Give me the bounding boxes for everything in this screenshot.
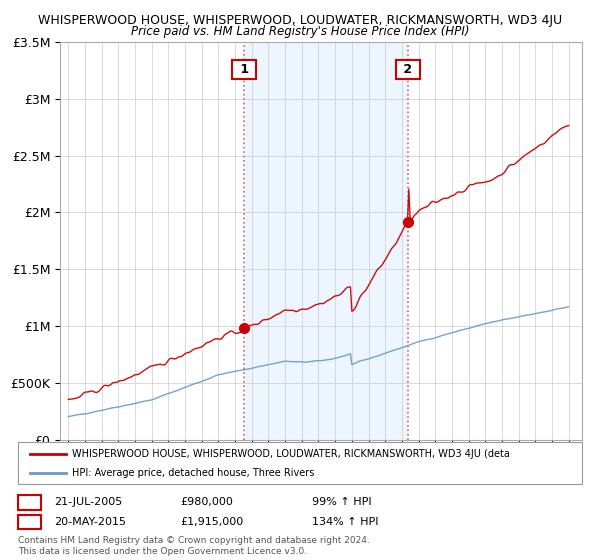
Text: 134% ↑ HPI: 134% ↑ HPI — [312, 517, 379, 527]
Text: 1: 1 — [25, 496, 34, 509]
Text: 1: 1 — [236, 63, 253, 76]
Text: Price paid vs. HM Land Registry's House Price Index (HPI): Price paid vs. HM Land Registry's House … — [131, 25, 469, 38]
Bar — [244, 42, 408, 440]
Text: £1,915,000: £1,915,000 — [180, 517, 243, 527]
Text: HPI: Average price, detached house, Three Rivers: HPI: Average price, detached house, Thre… — [72, 468, 314, 478]
Text: 21-JUL-2005: 21-JUL-2005 — [54, 497, 122, 507]
Text: 99% ↑ HPI: 99% ↑ HPI — [312, 497, 371, 507]
Text: WHISPERWOOD HOUSE, WHISPERWOOD, LOUDWATER, RICKMANSWORTH, WD3 4JU: WHISPERWOOD HOUSE, WHISPERWOOD, LOUDWATE… — [38, 14, 562, 27]
Text: 20-MAY-2015: 20-MAY-2015 — [54, 517, 126, 527]
Text: This data is licensed under the Open Government Licence v3.0.: This data is licensed under the Open Gov… — [18, 547, 307, 556]
Text: 2: 2 — [400, 63, 417, 76]
Text: Contains HM Land Registry data © Crown copyright and database right 2024.: Contains HM Land Registry data © Crown c… — [18, 536, 370, 545]
Text: 2: 2 — [25, 515, 34, 529]
Text: £980,000: £980,000 — [180, 497, 233, 507]
Text: WHISPERWOOD HOUSE, WHISPERWOOD, LOUDWATER, RICKMANSWORTH, WD3 4JU (deta: WHISPERWOOD HOUSE, WHISPERWOOD, LOUDWATE… — [72, 449, 510, 459]
